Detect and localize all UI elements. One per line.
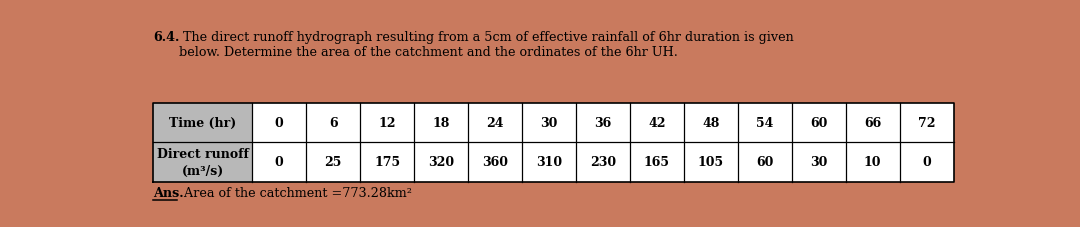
Text: 72: 72 <box>918 116 935 129</box>
Text: 360: 360 <box>482 156 508 169</box>
Text: Area of the catchment =773.28km²: Area of the catchment =773.28km² <box>180 186 413 199</box>
Text: 175: 175 <box>374 156 400 169</box>
Text: 0: 0 <box>922 156 931 169</box>
Text: 6.4.: 6.4. <box>153 31 179 44</box>
Text: 0: 0 <box>274 116 284 129</box>
Text: Ans.: Ans. <box>153 186 184 199</box>
Text: 42: 42 <box>648 116 665 129</box>
Text: 310: 310 <box>536 156 562 169</box>
Text: 36: 36 <box>594 116 611 129</box>
Text: 230: 230 <box>590 156 616 169</box>
Text: 48: 48 <box>702 116 719 129</box>
Text: Direct runoff
(m³/s): Direct runoff (m³/s) <box>157 147 248 177</box>
Text: 105: 105 <box>698 156 724 169</box>
Text: The direct runoff hydrograph resulting from a 5cm of effective rainfall of 6hr d: The direct runoff hydrograph resulting f… <box>179 31 794 59</box>
Text: 60: 60 <box>810 116 827 129</box>
Text: 30: 30 <box>810 156 827 169</box>
Text: 25: 25 <box>324 156 341 169</box>
Text: 0: 0 <box>274 156 284 169</box>
Text: 30: 30 <box>540 116 557 129</box>
Text: Time (hr): Time (hr) <box>170 116 237 129</box>
Text: 10: 10 <box>864 156 881 169</box>
Text: 24: 24 <box>486 116 503 129</box>
Text: 165: 165 <box>644 156 670 169</box>
Text: 60: 60 <box>756 156 773 169</box>
Text: 18: 18 <box>432 116 449 129</box>
Text: 12: 12 <box>378 116 395 129</box>
Text: 54: 54 <box>756 116 773 129</box>
Text: 320: 320 <box>428 156 454 169</box>
Text: 6: 6 <box>328 116 337 129</box>
Text: 66: 66 <box>864 116 881 129</box>
